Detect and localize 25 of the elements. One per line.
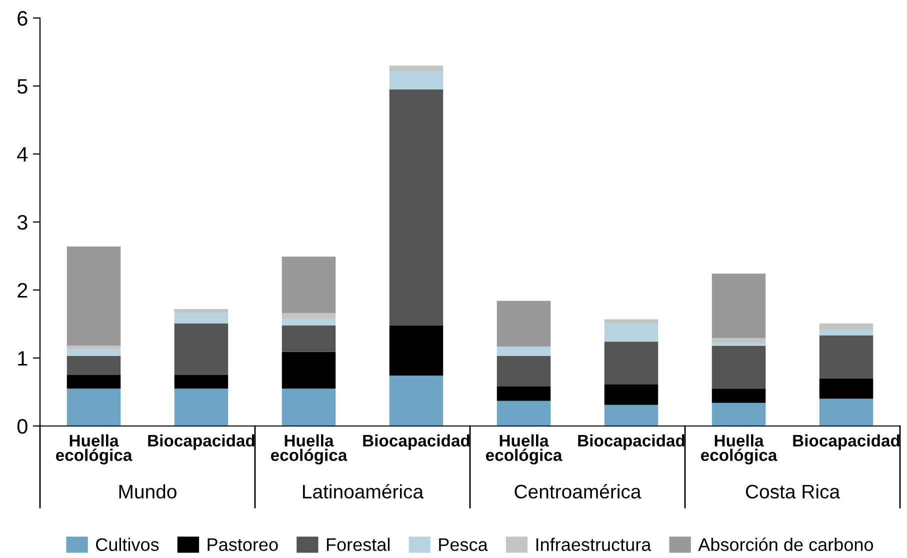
- x-tick-label: Huella ecológica: [270, 434, 348, 464]
- y-tick-label: 5: [17, 79, 28, 94]
- legend-label: Absorción de carbono: [698, 538, 874, 552]
- x-tick-label: Biocapacidad: [363, 434, 470, 450]
- y-tick-label: 0: [17, 419, 28, 434]
- text: Mundo: [119, 484, 176, 499]
- x-tick-label: Biocapacidad: [793, 434, 900, 450]
- y-tick-label: 3: [17, 215, 28, 230]
- x-tick-label: Huella ecológica: [700, 434, 778, 464]
- y-tick-label: 4: [17, 147, 28, 162]
- y-tick-label: 6: [18, 11, 28, 26]
- x-tick-label: Biocapacidad: [578, 434, 684, 450]
- text: Costa Rica: [746, 484, 840, 499]
- x-tick-label: Huella ecológica: [486, 434, 562, 464]
- y-tick-label: 1: [18, 351, 28, 366]
- x-tick-label: Huella ecológica: [56, 434, 132, 464]
- text: Centroamérica: [514, 484, 642, 499]
- legend-label: Pesca: [439, 538, 488, 552]
- x-tick-label: Biocapacidad: [148, 434, 254, 450]
- legend-label: Infraestructura: [536, 538, 652, 552]
- legend-label: Forestal: [326, 538, 390, 552]
- y-tick-label: 2: [18, 283, 28, 298]
- legend-label: Cultivos: [96, 538, 159, 552]
- text: Latinoamérica: [303, 484, 424, 499]
- legend-label: Pastoreo: [208, 538, 278, 552]
